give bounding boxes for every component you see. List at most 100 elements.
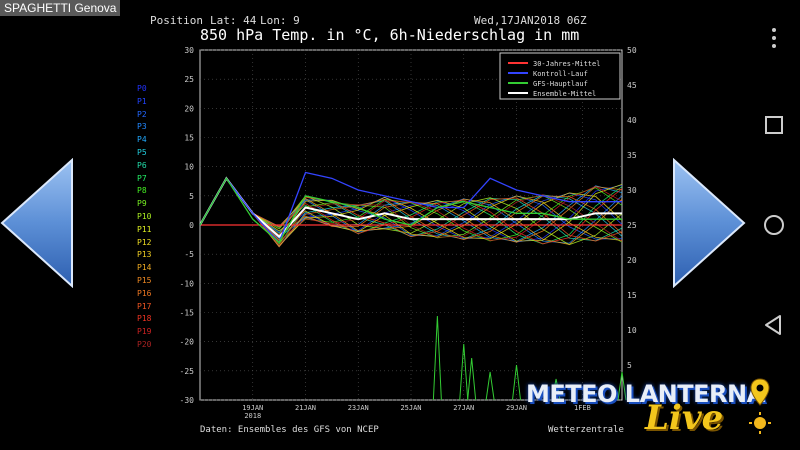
legend-box <box>499 52 621 100</box>
home-button[interactable] <box>760 211 788 239</box>
app-title: SPAGHETTI Genova <box>0 0 121 16</box>
y-left-tick-label: 0 <box>189 221 194 230</box>
series-line <box>199 171 622 244</box>
member-label: P20 <box>137 340 152 349</box>
member-label: P12 <box>137 237 152 247</box>
prev-button[interactable] <box>0 157 74 289</box>
y-right-tick-label: 45 <box>627 81 637 90</box>
y-left-tick-label: -20 <box>180 338 195 347</box>
sun-icon <box>749 412 771 434</box>
x-tick-label: 2018 <box>244 412 261 420</box>
member-label: P3 <box>137 122 147 132</box>
member-line <box>199 177 623 248</box>
member-line <box>199 177 623 242</box>
precip-spike <box>512 364 521 401</box>
member-label: P6 <box>137 160 147 170</box>
member-label: P16 <box>137 288 152 298</box>
x-tick-label: 23JAN <box>348 404 369 412</box>
member-label: P2 <box>137 109 147 119</box>
x-tick-label: 27JAN <box>453 404 474 412</box>
member-label: P14 <box>137 263 152 273</box>
run-date: Wed,17JAN2018 06Z <box>474 14 587 27</box>
member-line <box>199 177 623 242</box>
y-left-tick-label: 30 <box>184 46 194 55</box>
member-label: P18 <box>137 314 152 324</box>
precip-spike <box>467 357 477 401</box>
member-line <box>199 177 623 243</box>
precip-spike <box>617 371 627 401</box>
legend-label: GFS-Hauptlauf <box>533 80 588 88</box>
member-label: P1 <box>137 96 147 106</box>
position-label: Position <box>150 14 203 27</box>
y-left-tick-label: 25 <box>184 75 194 84</box>
y-right-tick-label: 40 <box>627 116 637 125</box>
x-tick-label: 19JAN <box>242 404 263 412</box>
precip-spike <box>551 378 561 401</box>
square-icon <box>765 116 783 134</box>
y-right-tick-label: 50 <box>627 46 637 55</box>
y-left-tick-label: 15 <box>184 134 194 143</box>
triangle-back-icon <box>765 315 781 335</box>
member-label: P10 <box>137 212 152 221</box>
member-label: P11 <box>137 224 152 234</box>
y-left-tick-label: 5 <box>189 192 194 201</box>
series-line <box>199 176 622 239</box>
left-arrow-icon <box>0 157 73 289</box>
more-vert-icon <box>772 28 776 48</box>
member-label: P13 <box>137 250 152 260</box>
y-right-tick-label: 5 <box>627 361 632 370</box>
provider-label: Wetterzentrale <box>548 425 624 435</box>
precip-spike <box>459 343 469 401</box>
legend-label: 30-Jahres-Mittel <box>533 60 600 68</box>
y-left-tick-label: 20 <box>184 104 194 113</box>
member-label: P7 <box>137 173 147 183</box>
x-tick-label: 1FEB <box>574 404 591 412</box>
y-left-tick-label: -10 <box>180 279 195 288</box>
member-label: P17 <box>137 301 152 311</box>
y-left-tick-label: -15 <box>180 309 195 318</box>
member-label: P5 <box>137 148 147 157</box>
y-right-tick-label: 15 <box>627 291 637 300</box>
y-right-tick-label: 30 <box>627 186 637 195</box>
recents-button[interactable] <box>760 111 788 139</box>
legend-label: Ensemble-Mittel <box>533 90 596 98</box>
member-label: P4 <box>137 135 147 145</box>
y-right-tick-label: 25 <box>627 221 637 230</box>
member-label: P9 <box>137 199 147 209</box>
chart-title: 850 hPa Temp. in °C, 6h-Niederschlag in … <box>200 26 580 44</box>
x-tick-label: 29JAN <box>506 404 527 412</box>
precip-spike <box>485 371 495 401</box>
legend-label: Kontroll-Lauf <box>533 70 588 78</box>
logo-script: Live <box>645 398 724 438</box>
y-left-tick-label: 10 <box>184 163 194 172</box>
y-right-tick-label: 10 <box>627 326 637 335</box>
y-right-tick-label: 20 <box>627 256 637 265</box>
x-tick-label: 25JAN <box>400 404 421 412</box>
y-left-tick-label: -25 <box>180 367 195 376</box>
member-line <box>199 177 623 242</box>
member-line <box>199 177 623 242</box>
member-label: P0 <box>137 84 147 93</box>
member-line <box>199 177 623 242</box>
series-line <box>199 177 622 244</box>
member-line <box>199 177 623 241</box>
lon-label: Lon: 9 <box>260 14 300 27</box>
right-arrow-icon <box>673 157 746 289</box>
y-left-tick-label: -30 <box>180 396 195 405</box>
circle-icon <box>764 215 784 235</box>
member-label: P15 <box>137 276 152 285</box>
member-label: P19 <box>137 327 152 337</box>
overflow-menu-button[interactable] <box>760 24 788 52</box>
precip-spike <box>432 315 442 401</box>
x-tick-label: 21JAN <box>295 404 316 412</box>
next-button[interactable] <box>672 157 746 289</box>
logo-wordmark: METEO LANTERNA <box>526 380 765 408</box>
back-button[interactable] <box>760 311 788 339</box>
data-source: Daten: Ensembles des GFS von NCEP <box>200 425 379 435</box>
member-line <box>199 177 623 245</box>
location-pin-icon <box>750 378 770 406</box>
lat-label: Lat: 44 <box>210 14 257 27</box>
member-label: P8 <box>137 186 147 196</box>
y-left-tick-label: -5 <box>184 250 194 259</box>
